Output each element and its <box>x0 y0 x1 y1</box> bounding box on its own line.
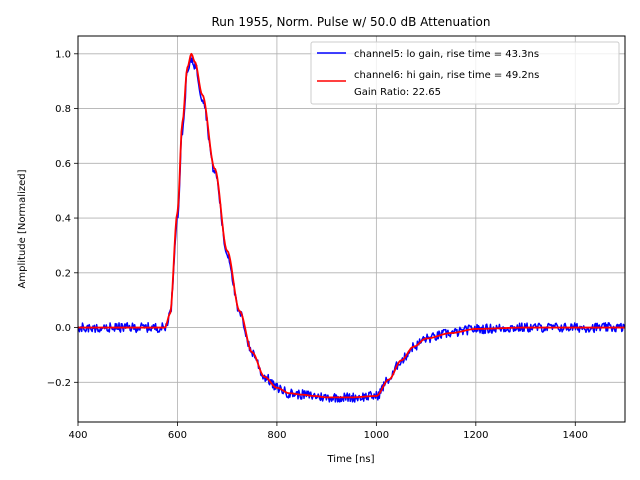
chart-title: Run 1955, Norm. Pulse w/ 50.0 dB Attenua… <box>212 15 491 29</box>
x-tick-label: 1000 <box>364 430 389 441</box>
series-layer <box>77 52 626 403</box>
y-axis: −0.2 0.0 0.2 0.4 0.6 0.8 1.0 <box>47 49 78 389</box>
y-axis-label: Amplitude [Normalized] <box>17 169 28 288</box>
legend-gain-ratio: Gain Ratio: 22.65 <box>354 87 441 98</box>
x-tick-label: 400 <box>68 430 87 441</box>
y-tick-label: 0.2 <box>55 268 71 279</box>
x-tick-label: 1200 <box>463 430 488 441</box>
y-tick-label: 0.4 <box>55 214 71 225</box>
x-axis: 400 600 800 1000 1200 1400 <box>68 422 588 441</box>
y-tick-label: 0.0 <box>55 323 71 334</box>
legend-box <box>310 41 620 105</box>
x-tick-label: 800 <box>267 430 286 441</box>
x-tick-label: 600 <box>168 430 187 441</box>
y-tick-label: 0.8 <box>55 104 71 115</box>
legend-label-channel5: channel5: lo gain, rise time = 43.3ns <box>354 49 539 60</box>
legend: channel5: lo gain, rise time = 43.3ns ch… <box>310 41 620 105</box>
x-tick-label: 1400 <box>563 430 588 441</box>
plot-frame <box>77 35 626 423</box>
grid <box>77 36 625 422</box>
series-line-channel6 <box>78 52 625 399</box>
x-axis-label: Time [ns] <box>326 454 374 465</box>
y-tick-label: 1.0 <box>55 49 71 60</box>
y-tick-label: 0.6 <box>55 159 71 170</box>
legend-label-channel6: channel6: hi gain, rise time = 49.2ns <box>354 70 539 81</box>
y-tick-label: −0.2 <box>47 378 71 389</box>
